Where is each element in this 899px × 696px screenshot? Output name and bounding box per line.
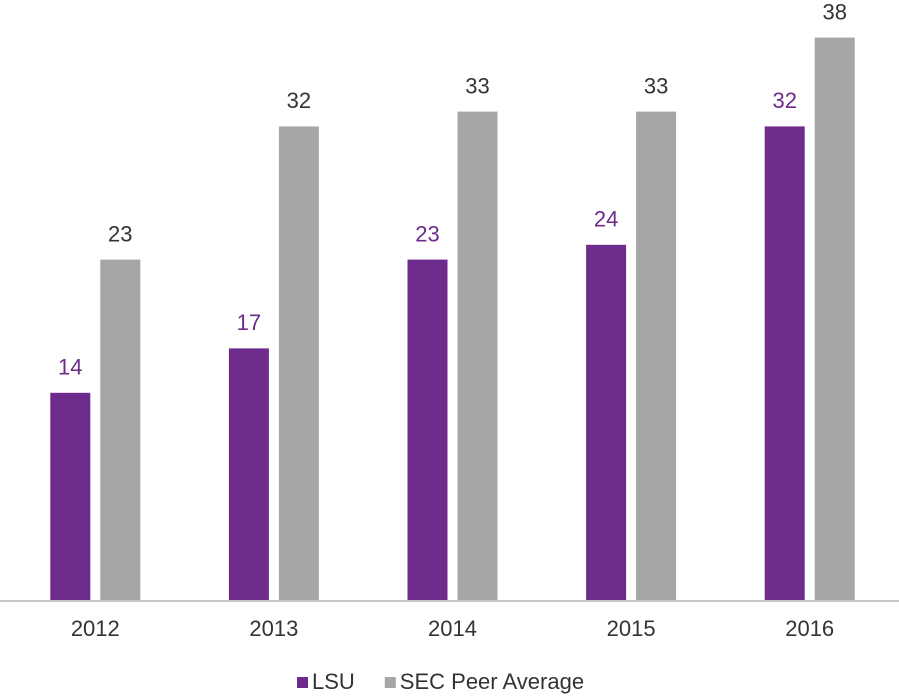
data-label: 14 bbox=[58, 355, 82, 380]
bar bbox=[100, 259, 141, 600]
bar bbox=[814, 37, 855, 601]
legend-swatch bbox=[384, 677, 396, 688]
data-label: 23 bbox=[108, 221, 132, 246]
bar bbox=[586, 244, 627, 601]
data-label: 24 bbox=[594, 207, 618, 232]
bar bbox=[457, 111, 498, 600]
x-tick-label: 2013 bbox=[249, 616, 298, 641]
data-label: 38 bbox=[822, 0, 846, 24]
data-label: 17 bbox=[237, 310, 261, 335]
x-tick-label: 2012 bbox=[71, 616, 120, 641]
legend-label: LSU bbox=[312, 669, 355, 694]
bar bbox=[228, 348, 269, 600]
data-label: 33 bbox=[465, 73, 489, 98]
x-tick-label: 2015 bbox=[607, 616, 656, 641]
data-label: 32 bbox=[287, 88, 311, 113]
x-tick-label: 2016 bbox=[785, 616, 834, 641]
legend-swatch bbox=[297, 677, 308, 688]
bar bbox=[278, 126, 319, 601]
data-label: 33 bbox=[644, 73, 668, 98]
legend-label: SEC Peer Average bbox=[400, 669, 584, 694]
bar bbox=[407, 259, 448, 600]
data-label: 23 bbox=[415, 221, 439, 246]
bar bbox=[764, 126, 805, 601]
x-tick-label: 2014 bbox=[428, 616, 477, 641]
data-label: 32 bbox=[772, 88, 796, 113]
bar bbox=[50, 392, 91, 600]
bar bbox=[636, 111, 677, 600]
